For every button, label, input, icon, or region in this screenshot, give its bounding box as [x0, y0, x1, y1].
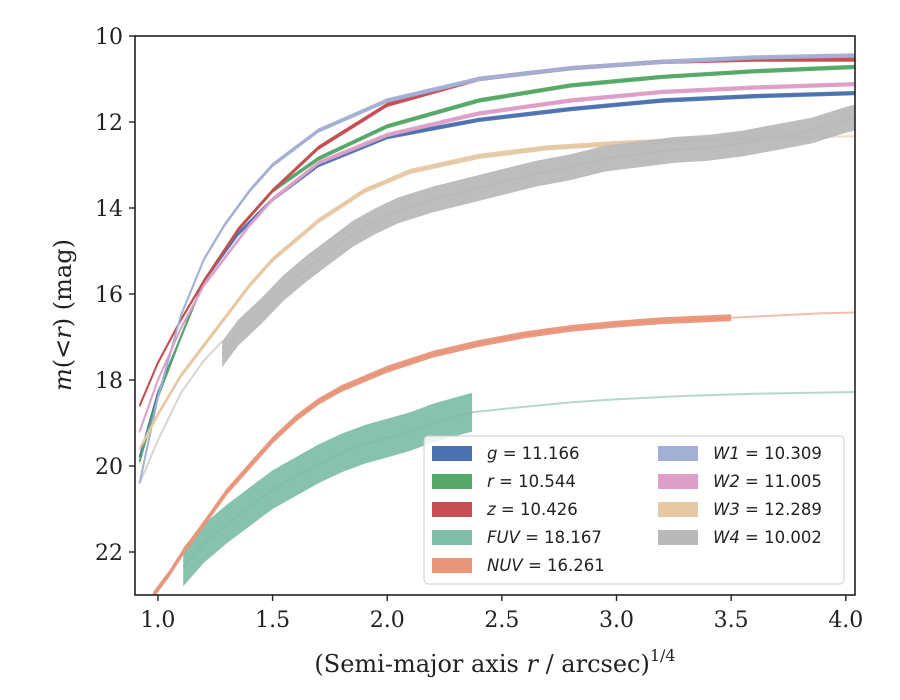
series-w1	[138, 53, 855, 486]
legend-label: z = 10.426	[486, 500, 578, 519]
series-fuv-band	[183, 392, 473, 587]
series-w2	[138, 82, 855, 434]
legend-label: W3 = 12.289	[713, 500, 822, 519]
legend-item-nuv: NUV = 16.261	[432, 556, 605, 575]
legend-swatch	[658, 474, 698, 489]
legend-label: FUV = 18.167	[487, 528, 602, 547]
series-layer	[138, 53, 855, 595]
y-tick-label: 10	[95, 25, 123, 50]
series-w1-line	[138, 54, 855, 484]
legend-swatch	[658, 446, 698, 461]
legend-label: NUV = 16.261	[487, 556, 605, 575]
x-tick-label: 2.5	[484, 608, 519, 633]
x-tick-label: 1.0	[140, 608, 175, 633]
y-axis-label: m(<r) (mag)	[49, 239, 77, 391]
legend-swatch	[658, 502, 698, 517]
y-tick-label: 16	[95, 283, 123, 308]
legend: g = 11.166 r = 10.544 z = 10.426 FUV = 18.1…	[423, 435, 845, 585]
legend-swatch	[432, 502, 472, 517]
x-tick-label: 2.0	[370, 608, 405, 633]
x-tick-label: 3.0	[599, 608, 634, 633]
legend-label: W4 = 10.002	[713, 528, 822, 547]
legend-item-r: r = 10.544	[432, 472, 576, 491]
legend-item-w2: W2 = 11.005	[658, 472, 822, 491]
series-w4-line	[221, 116, 855, 355]
y-tick-label: 18	[95, 369, 123, 394]
series-fuv	[182, 392, 473, 587]
legend-item-g: g = 11.166	[432, 444, 580, 463]
plot-frame	[134, 35, 856, 596]
legend-swatch	[432, 558, 472, 573]
y-tick-label: 20	[95, 455, 123, 480]
x-tick-label: 3.5	[714, 608, 749, 633]
legend-frame	[423, 435, 845, 585]
x-axis: 1.0 1.5 2.0 2.5 3.0 3.5 4.0	[140, 595, 863, 633]
y-tick-label: 14	[95, 197, 123, 222]
series-r	[138, 64, 855, 464]
y-tick-label: 22	[95, 541, 123, 566]
series-fuv-line	[182, 411, 473, 568]
legend-swatch	[658, 530, 698, 545]
legend-label: W2 = 11.005	[713, 472, 822, 491]
legend-item-w1: W1 = 10.309	[658, 444, 822, 463]
series-nuv-line	[152, 316, 732, 595]
y-tick-label: 12	[95, 111, 123, 136]
legend-swatch	[432, 530, 472, 545]
series-w4-extension	[138, 340, 223, 484]
y-axis: 10 12 14 16 18 20 22	[95, 25, 135, 566]
x-tick-label: 1.5	[255, 608, 290, 633]
legend-item-fuv: FUV = 18.167	[432, 528, 602, 547]
series-w4	[221, 104, 855, 368]
legend-swatch	[432, 474, 472, 489]
legend-item-w4: W4 = 10.002	[658, 528, 822, 547]
x-tick-label: 4.0	[828, 608, 863, 633]
legend-label: W1 = 10.309	[713, 444, 822, 463]
legend-label: g = 11.166	[487, 444, 580, 463]
x-axis-label: (Semi-major axis r / arcsec)1/4	[314, 646, 675, 678]
series-nuv-extension	[731, 311, 855, 319]
series-w2-line	[138, 83, 855, 432]
series-nuv	[152, 314, 732, 595]
legend-item-z: z = 10.426	[432, 500, 578, 519]
legend-item-w3: W3 = 12.289	[658, 500, 822, 519]
legend-label: r = 10.544	[487, 472, 576, 491]
series-r-line	[138, 66, 855, 462]
legend-swatch	[432, 446, 472, 461]
series-fuv-extension	[471, 391, 855, 414]
